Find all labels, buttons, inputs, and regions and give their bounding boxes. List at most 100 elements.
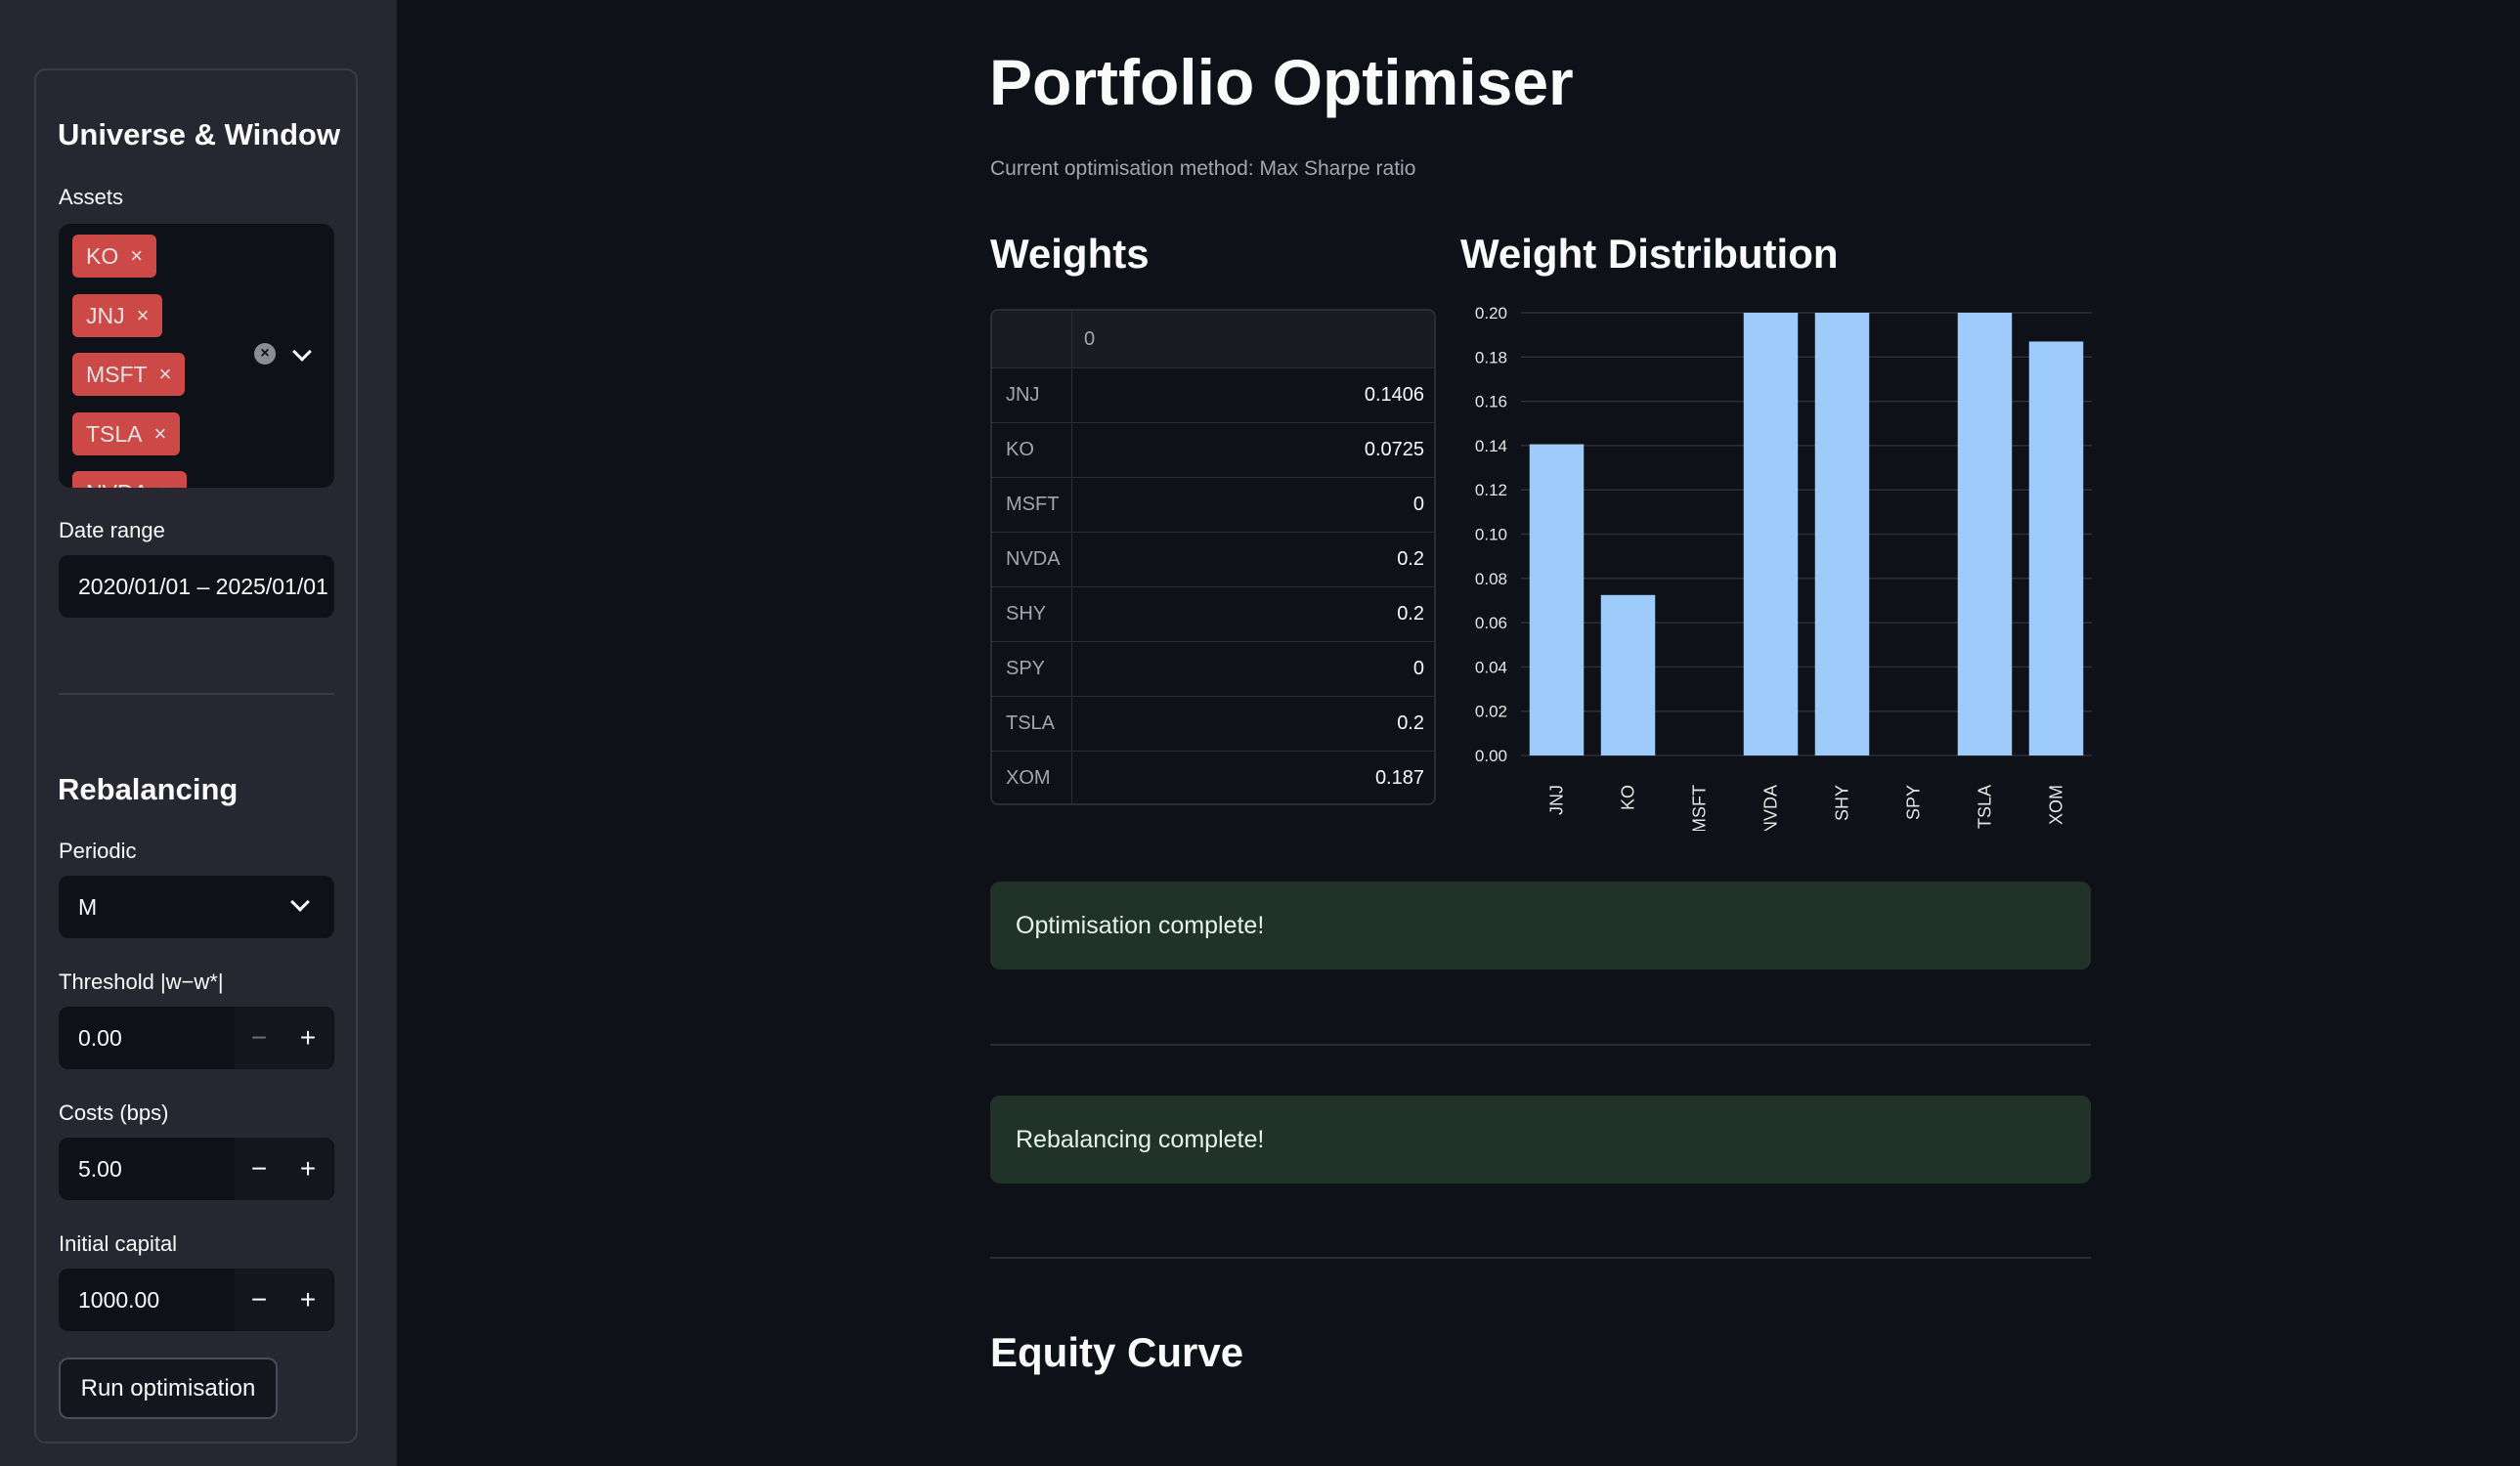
asset-chip-label: KO — [86, 242, 119, 269]
weight-cell[interactable]: 0 — [1412, 658, 1424, 679]
increment-button[interactable]: + — [283, 1269, 332, 1331]
table-row[interactable]: MSFT 0 — [992, 477, 1434, 532]
weight-cell[interactable]: 0.2 — [1397, 712, 1424, 734]
table-row[interactable]: KO 0.0725 — [992, 422, 1434, 477]
decrement-button[interactable]: − — [235, 1007, 283, 1069]
remove-chip-icon[interactable]: × — [158, 362, 172, 386]
periodic-value: M — [78, 893, 98, 920]
threshold-stepper[interactable]: 0.00 − + — [59, 1007, 334, 1069]
threshold-value[interactable]: 0.00 — [78, 1024, 122, 1051]
y-tick-label: 0.10 — [1475, 526, 1507, 544]
capital-stepper[interactable]: 1000.00 − + — [59, 1269, 334, 1331]
date-range-label: Date range — [59, 518, 165, 542]
universe-window-heading: Universe & Window — [58, 117, 341, 151]
weight-cell[interactable]: 0.0725 — [1364, 439, 1424, 460]
decrement-button[interactable]: − — [235, 1269, 283, 1331]
x-tick-label: NVDA — [1761, 785, 1781, 831]
asset-chip-label: NVDA — [86, 480, 149, 489]
x-tick-label: MSFT — [1690, 785, 1710, 831]
row-index: MSFT — [992, 478, 1072, 532]
x-tick-label: JNJ — [1547, 785, 1567, 815]
section-divider — [990, 1257, 2091, 1259]
clear-all-icon[interactable]: × — [254, 343, 276, 365]
asset-chip-jnj[interactable]: JNJ × — [72, 294, 163, 337]
costs-stepper[interactable]: 5.00 − + — [59, 1138, 334, 1200]
bar-nvda — [1743, 313, 1799, 755]
equity-curve-heading: Equity Curve — [990, 1329, 1244, 1375]
asset-chip-label: MSFT — [86, 361, 148, 387]
optimisation-success-alert: Optimisation complete! — [990, 882, 2091, 970]
increment-button[interactable]: + — [283, 1007, 332, 1069]
row-index: KO — [992, 423, 1072, 477]
decrement-button[interactable]: − — [235, 1138, 283, 1200]
rebalancing-heading: Rebalancing — [58, 772, 239, 806]
bar-shy — [1814, 313, 1870, 755]
sidebar: Universe & Window Assets KO × JNJ × MSFT… — [0, 0, 397, 1466]
row-index: NVDA — [992, 533, 1072, 586]
increment-button[interactable]: + — [283, 1138, 332, 1200]
weight-cell[interactable]: 0.1406 — [1364, 384, 1424, 406]
optimisation-method-caption: Current optimisation method: Max Sharpe … — [990, 157, 1416, 180]
date-range-input[interactable]: 2020/01/01 – 2025/01/01 — [59, 555, 334, 618]
weight-cell[interactable]: 0.2 — [1397, 548, 1424, 570]
table-row[interactable]: XOM 0.187 — [992, 751, 1434, 803]
weight-distribution-heading: Weight Distribution — [1460, 231, 1839, 277]
weights-heading: Weights — [990, 231, 1150, 277]
sidebar-divider — [59, 693, 334, 695]
y-tick-label: 0.20 — [1475, 304, 1507, 323]
bar-jnj — [1529, 444, 1585, 755]
bar-xom — [2028, 341, 2084, 755]
row-index: SHY — [992, 587, 1072, 641]
capital-value[interactable]: 1000.00 — [78, 1286, 160, 1313]
rebalancing-success-alert: Rebalancing complete! — [990, 1096, 2091, 1184]
asset-chip-tsla[interactable]: TSLA × — [72, 412, 181, 455]
costs-value[interactable]: 5.00 — [78, 1155, 122, 1182]
x-tick-label: XOM — [2047, 785, 2066, 825]
y-tick-label: 0.06 — [1475, 614, 1507, 632]
bar-tsla — [1957, 313, 2013, 755]
x-tick-label: SPY — [1904, 785, 1924, 820]
x-tick-label: SHY — [1833, 785, 1852, 821]
chevron-down-icon[interactable] — [292, 342, 312, 362]
section-divider — [990, 1044, 2091, 1046]
x-tick-label: KO — [1619, 785, 1638, 810]
table-row[interactable]: NVDA 0.2 — [992, 532, 1434, 586]
periodic-select[interactable]: M — [59, 876, 334, 938]
y-tick-label: 0.16 — [1475, 393, 1507, 411]
table-header-row: 0 — [992, 311, 1434, 367]
row-index: SPY — [992, 642, 1072, 696]
weight-cell[interactable]: 0.2 — [1397, 603, 1424, 625]
y-tick-label: 0.04 — [1475, 658, 1507, 676]
assets-label: Assets — [59, 185, 124, 209]
table-row[interactable]: TSLA 0.2 — [992, 696, 1434, 751]
page-title: Portfolio Optimiser — [989, 46, 1574, 118]
remove-chip-icon[interactable]: × — [130, 243, 144, 268]
remove-chip-icon[interactable]: × — [153, 421, 167, 446]
table-row[interactable]: SHY 0.2 — [992, 586, 1434, 641]
remove-chip-icon[interactable]: × — [136, 303, 150, 327]
index-header — [992, 311, 1072, 367]
y-tick-label: 0.14 — [1475, 437, 1507, 455]
asset-chip-ko[interactable]: KO × — [72, 235, 157, 278]
row-index: JNJ — [992, 368, 1072, 422]
weights-table[interactable]: 0 JNJ 0.1406 KO 0.0725 MSFT 0 NVDA 0.2 S… — [990, 309, 1436, 805]
weight-cell[interactable]: 0 — [1412, 494, 1424, 515]
weight-distribution-chart[interactable]: 0.00 0.02 0.04 0.06 0.08 0.10 0.12 0.14 0.16 0.18… — [1456, 303, 2102, 831]
column-header[interactable]: 0 — [1084, 327, 1096, 350]
costs-label: Costs (bps) — [59, 1100, 169, 1125]
remove-chip-icon[interactable]: × — [160, 482, 173, 489]
table-row[interactable]: SPY 0 — [992, 641, 1434, 696]
x-tick-label: TSLA — [1976, 785, 1995, 829]
weight-cell[interactable]: 0.187 — [1374, 767, 1424, 789]
y-tick-label: 0.00 — [1475, 747, 1507, 765]
capital-label: Initial capital — [59, 1231, 178, 1256]
asset-chip-msft[interactable]: MSFT × — [72, 353, 186, 396]
y-tick-label: 0.08 — [1475, 570, 1507, 588]
y-tick-label: 0.18 — [1475, 348, 1507, 366]
assets-multiselect[interactable]: KO × JNJ × MSFT × TSLA × NVDA × × — [59, 224, 334, 488]
asset-chip-nvda[interactable]: NVDA × — [72, 471, 187, 488]
table-row[interactable]: JNJ 0.1406 — [992, 367, 1434, 422]
periodic-label: Periodic — [59, 839, 137, 863]
bar-ko — [1600, 594, 1656, 755]
run-optimisation-button[interactable]: Run optimisation — [59, 1358, 278, 1419]
